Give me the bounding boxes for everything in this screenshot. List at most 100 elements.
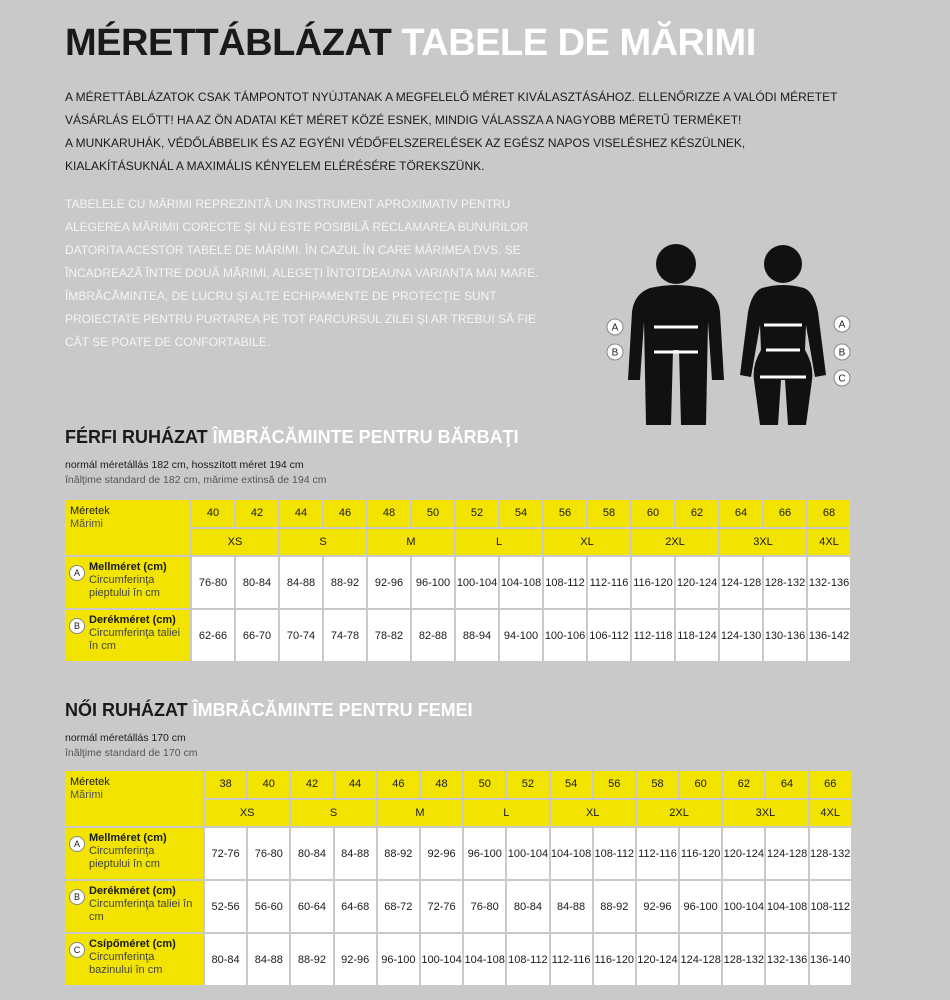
name-hu: Derékméret (cm) xyxy=(89,885,176,897)
note-ro: înălţime standard de 170 cm xyxy=(65,747,198,759)
measure-value: 74-78 xyxy=(324,610,366,661)
title-hu: MÉRETTÁBLÁZAT xyxy=(65,22,392,64)
size-number: 62 xyxy=(676,500,718,527)
measure-row: A Mellméret (cm) Circumferinţa pieptului î… xyxy=(65,828,851,879)
measure-name: Mellméret (cm) Circumferinţa pieptului în… xyxy=(89,832,194,871)
measure-value: 112-118 xyxy=(632,610,674,661)
man-silhouette xyxy=(628,244,724,425)
size-number: 64 xyxy=(766,771,808,798)
measure-row: B Derékméret (cm) Circumferinţa taliei în … xyxy=(65,881,851,932)
measure-value: 104-108 xyxy=(766,881,808,932)
size-number: 42 xyxy=(291,771,333,798)
size-number: 58 xyxy=(636,771,679,798)
measure-value: 92-96 xyxy=(420,828,463,879)
size-letter: 2XL xyxy=(636,799,722,826)
measure-value: 84-88 xyxy=(334,828,376,879)
measure-value: 56-60 xyxy=(248,881,290,932)
measure-value: 128-132 xyxy=(764,557,806,608)
measure-value: 108-112 xyxy=(809,881,851,932)
size-number: 52 xyxy=(456,500,498,527)
section-title: NŐI RUHÁZAT ÎMBRĂCĂMINTE PENTRU FEMEI xyxy=(65,700,473,721)
size-number: 60 xyxy=(680,771,722,798)
name-ro: Circumferinţa taliei în cm xyxy=(89,627,181,652)
measure-value: 124-128 xyxy=(680,934,722,985)
size-letter: 3XL xyxy=(720,528,806,555)
size-letter: S xyxy=(291,799,376,826)
measure-value: 72-76 xyxy=(420,881,463,932)
size-number: 68 xyxy=(808,500,850,527)
size-number: 44 xyxy=(334,771,376,798)
name-ro: Circumferinţa pieptului în cm xyxy=(89,845,160,870)
name-hu: Mellméret (cm) xyxy=(89,561,167,573)
figure-label: B xyxy=(612,348,619,359)
label-hu: Méretek xyxy=(70,505,110,517)
size-number: 38 xyxy=(205,771,247,798)
size-number: 50 xyxy=(464,771,506,798)
measure-value: 70-74 xyxy=(280,610,322,661)
title-hu: NŐI RUHÁZAT xyxy=(65,700,188,720)
measure-value: 80-84 xyxy=(507,881,549,932)
size-letter: XS xyxy=(205,799,290,826)
measure-value: 88-92 xyxy=(291,934,333,985)
measure-value: 92-96 xyxy=(636,881,679,932)
figure-label: C xyxy=(838,374,845,385)
measure-value: 118-124 xyxy=(676,610,718,661)
measure-value: 108-112 xyxy=(507,934,549,985)
figure-label: A xyxy=(839,320,846,331)
size-number: 48 xyxy=(420,771,463,798)
size-number: 50 xyxy=(412,500,454,527)
measure-name: Derékméret (cm) Circumferinţa taliei în c… xyxy=(89,614,181,653)
title-ro: ÎMBRĂCĂMINTE PENTRU BĂRBAŢI xyxy=(212,427,519,447)
measure-value: 104-108 xyxy=(550,828,592,879)
measure-value: 132-136 xyxy=(766,934,808,985)
size-letter: XS xyxy=(192,528,278,555)
measure-value: 106-112 xyxy=(588,610,630,661)
measure-value: 88-92 xyxy=(593,881,635,932)
measure-value: 132-136 xyxy=(808,557,850,608)
size-number: 52 xyxy=(507,771,549,798)
size-letter: XL xyxy=(550,799,635,826)
measure-value: 108-112 xyxy=(544,557,586,608)
header-row: XS S M L XL 2XL 3XL 4XL xyxy=(65,528,850,555)
measure-value: 96-100 xyxy=(680,881,722,932)
title-hu: FÉRFI RUHÁZAT xyxy=(65,427,208,447)
measure-value: 136-142 xyxy=(808,610,850,661)
measure-value: 130-136 xyxy=(764,610,806,661)
note-hu: normál méretállás 170 cm xyxy=(65,732,186,744)
measure-row: C Csípőméret (cm) Circumferinţa bazinului … xyxy=(65,934,851,985)
measure-label: B Derékméret (cm) Circumferinţa taliei în … xyxy=(65,881,203,932)
figure-label: B xyxy=(839,348,846,359)
size-letter: L xyxy=(464,799,549,826)
measure-value: 128-132 xyxy=(809,828,851,879)
measure-value: 116-120 xyxy=(680,828,722,879)
measure-value: 72-76 xyxy=(205,828,247,879)
size-letter: L xyxy=(456,528,542,555)
size-table: Méretek Mărimi 38 40 42 44 46 48 50 52 54 56 58 60 62 6… xyxy=(63,769,853,987)
measure-row: B Derékméret (cm) Circumferinţa taliei în … xyxy=(65,610,850,661)
measure-value: 66-70 xyxy=(236,610,278,661)
measure-value: 76-80 xyxy=(464,881,506,932)
measure-value: 88-92 xyxy=(377,828,419,879)
measure-value: 100-104 xyxy=(507,828,549,879)
header-row: Méretek Mărimi 40 42 44 46 48 50 52 54 56 58 60 62 64 6… xyxy=(65,500,850,555)
measure-value: 136-140 xyxy=(809,934,851,985)
size-number: 62 xyxy=(723,771,765,798)
name-ro: Circumferinţa pieptului în cm xyxy=(89,574,160,599)
measure-value: 120-124 xyxy=(636,934,679,985)
measure-value: 82-88 xyxy=(412,610,454,661)
measure-arrows xyxy=(654,323,806,379)
header-label: Méretek Mărimi xyxy=(65,771,203,826)
size-number: 40 xyxy=(192,500,234,527)
measure-value: 92-96 xyxy=(334,934,376,985)
measure-value: 78-82 xyxy=(368,610,410,661)
measure-value: 52-56 xyxy=(205,881,247,932)
measure-value: 64-68 xyxy=(334,881,376,932)
measure-value: 96-100 xyxy=(464,828,506,879)
measure-value: 60-64 xyxy=(291,881,333,932)
measure-value: 100-106 xyxy=(544,610,586,661)
size-number: 42 xyxy=(236,500,278,527)
measure-name: Derékméret (cm) Circumferinţa taliei în c… xyxy=(89,885,194,924)
name-hu: Csípőméret (cm) xyxy=(89,938,176,950)
measure-value: 100-104 xyxy=(456,557,498,608)
